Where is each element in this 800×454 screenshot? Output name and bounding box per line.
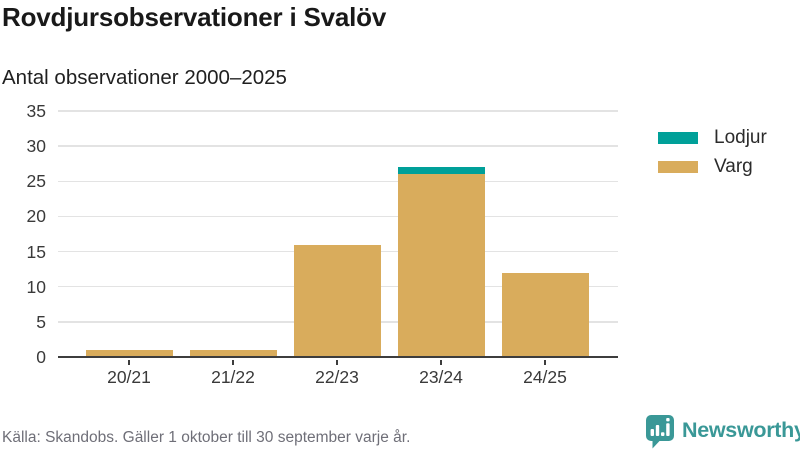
- x-tick-mark-20/21: [128, 359, 130, 365]
- x-tick-mark-23/24: [440, 359, 442, 365]
- chart-legend: Lodjur Varg: [658, 128, 767, 176]
- legend-label: Lodjur: [714, 127, 767, 148]
- y-tick-label: 0: [36, 347, 46, 367]
- newsworthy-logo[interactable]: Newsworthy: [646, 414, 800, 449]
- newsworthy-wordmark: Newsworthy: [682, 418, 800, 442]
- legend-item-varg: Varg: [658, 157, 767, 176]
- x-tick-label-24/25: 24/25: [523, 367, 567, 387]
- x-tick-label-21/22: 21/22: [211, 367, 255, 387]
- page-title: Rovdjursobservationer i Svalöv: [2, 2, 387, 32]
- legend-item-lodjur: Lodjur: [658, 128, 767, 147]
- y-tick-label: 5: [36, 311, 46, 332]
- y-tick-label: 30: [26, 136, 46, 157]
- x-tick-mark-24/25: [544, 359, 546, 365]
- x-tick-label-22/23: 22/23: [315, 367, 359, 387]
- gridline-25: [58, 180, 618, 183]
- bar-segment-varg-24/25: [501, 272, 589, 357]
- x-tick-mark-21/22: [232, 359, 234, 365]
- legend-label: Varg: [714, 156, 753, 177]
- gridline-35: [58, 110, 618, 112]
- bar-segment-varg-20/21: [85, 349, 173, 357]
- chart-subtitle: Antal observationer 2000–2025: [2, 66, 287, 89]
- source-note: Källa: Skandobs. Gäller 1 oktober till 3…: [2, 429, 411, 446]
- y-tick-label: 10: [26, 276, 46, 297]
- y-tick-label: 20: [26, 206, 46, 227]
- bar-segment-lodjur-23/24: [397, 167, 485, 175]
- x-tick-label-23/24: 23/24: [419, 367, 463, 387]
- x-tick-label-20/21: 20/21: [107, 367, 151, 387]
- gridline-20: [58, 215, 618, 218]
- gridline-30: [58, 145, 618, 147]
- bar-segment-varg-23/24: [397, 174, 485, 357]
- x-axis-line: [58, 355, 618, 359]
- x-tick-mark-22/23: [336, 359, 338, 365]
- legend-swatch-lodjur: [658, 131, 698, 144]
- y-tick-label: 15: [26, 241, 46, 262]
- bar-segment-varg-21/22: [189, 349, 277, 357]
- y-tick-label: 25: [26, 171, 46, 192]
- legend-swatch-varg: [658, 160, 698, 173]
- newsworthy-chart-bubble-icon: [646, 415, 676, 454]
- bar-segment-varg-22/23: [293, 244, 381, 357]
- y-tick-label: 35: [26, 101, 46, 121]
